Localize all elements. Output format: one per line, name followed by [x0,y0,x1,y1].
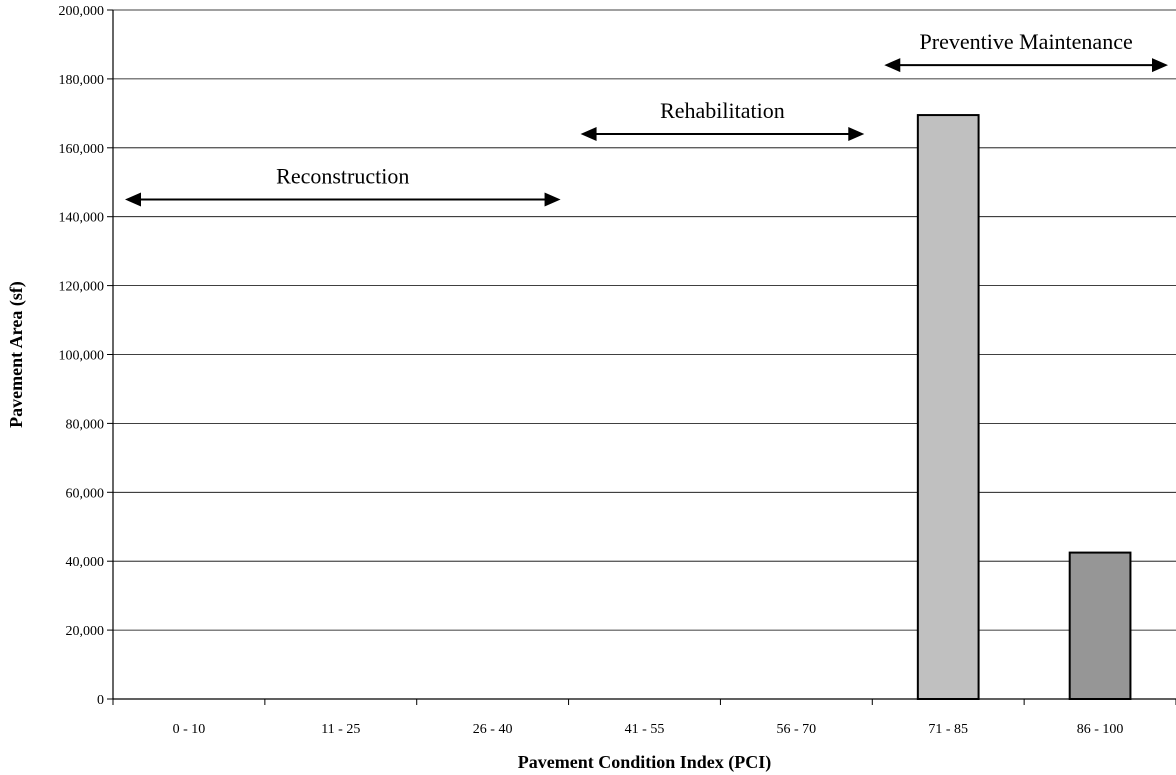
annotation: Preventive Maintenance [884,29,1168,73]
x-tick-label: 86 - 100 [1077,722,1124,737]
y-axis-title: Pavement Area (sf) [6,281,27,428]
x-axis-title: Pavement Condition Index (PCI) [518,752,772,773]
x-tick-label: 71 - 85 [928,722,968,737]
y-tick-label: 200,000 [59,4,105,19]
y-tick-label: 160,000 [59,142,105,157]
y-tick-label: 180,000 [59,73,105,88]
x-tick-label: 56 - 70 [777,722,817,737]
x-tick-label: 26 - 40 [473,722,513,737]
y-tick-label: 140,000 [59,211,105,226]
arrowhead-right [848,127,865,142]
arrowhead-left [125,192,141,207]
bars [916,114,1132,701]
y-tick-label: 80,000 [66,417,105,432]
x-tick-label: 0 - 10 [173,722,206,737]
y-tick-label: 60,000 [66,486,105,501]
annotation: Rehabilitation [580,98,865,142]
y-tick-label: 100,000 [59,349,105,364]
arrowhead-right [1152,58,1168,73]
arrowhead-left [884,58,901,73]
axes: 0 20,000 40,000 60,000 80,000 100,000 120,000 1… [59,4,1176,737]
annotations: Reconstruction Rehabilitation Preventive M… [125,29,1168,207]
x-tick-label: 41 - 55 [625,722,665,737]
arrowhead-right [544,192,561,207]
y-tick-label: 40,000 [66,555,105,570]
y-tick-label: 20,000 [66,624,105,639]
y-tick-label: 0 [97,693,104,708]
bar [1068,551,1132,701]
annotation: Reconstruction [125,163,561,207]
annotation-label: Rehabilitation [660,98,785,123]
annotation-label: Reconstruction [276,163,409,188]
annotation-label: Preventive Maintenance [920,29,1133,54]
grid-lines [113,9,1176,631]
y-tick-label: 120,000 [59,280,105,295]
bar [916,114,980,700]
x-tick-label: 11 - 25 [321,722,360,737]
arrowhead-left [580,127,597,142]
